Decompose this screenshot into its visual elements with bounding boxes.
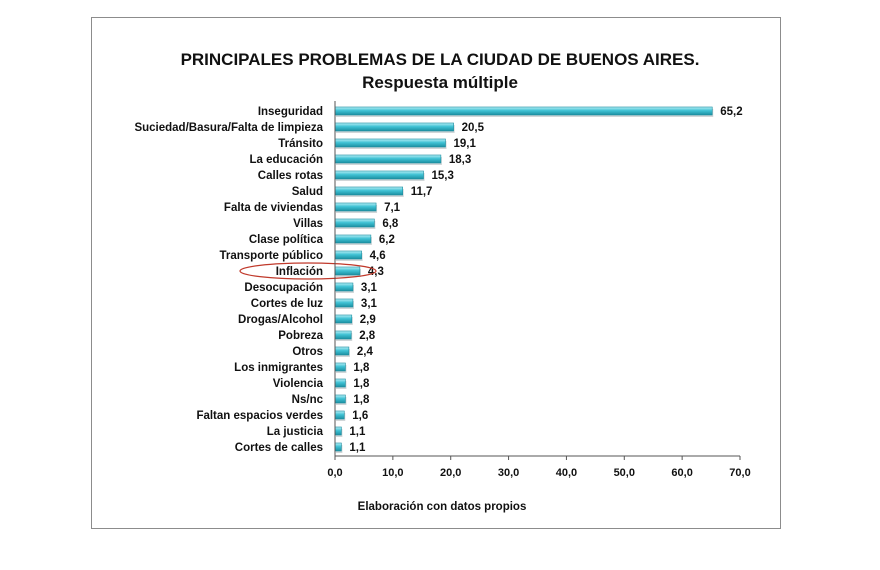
bar	[334, 218, 375, 228]
value-label: 2,8	[359, 330, 376, 342]
value-label: 19,1	[454, 138, 477, 150]
bars-group: Inseguridad 65,2 Suciedad/Basura/Falta de …	[134, 101, 743, 456]
value-label: 3,1	[361, 298, 378, 310]
value-label: 6,2	[379, 234, 395, 246]
x-tick-label: 50,0	[614, 467, 635, 479]
bar	[334, 378, 346, 388]
value-label: 3,1	[361, 282, 378, 294]
value-label: 20,5	[462, 122, 485, 134]
value-label: 7,1	[384, 202, 401, 214]
bar	[334, 170, 424, 180]
source-note: Elaboración con datos propios	[358, 501, 527, 513]
bar	[334, 282, 354, 292]
category-label: Otros	[292, 346, 323, 358]
bar	[334, 234, 372, 244]
value-label: 2,4	[357, 346, 374, 358]
value-label: 1,8	[353, 362, 370, 374]
value-label: 1,8	[353, 378, 370, 390]
chart-frame: PRINCIPALES PROBLEMAS DE LA CIUDAD DE BU…	[91, 17, 781, 529]
bar	[334, 314, 353, 324]
category-label: Drogas/Alcohol	[238, 314, 323, 326]
bar	[334, 266, 361, 276]
bar	[334, 154, 442, 164]
x-tick-label: 60,0	[671, 467, 692, 479]
x-tick-label: 40,0	[556, 467, 577, 479]
category-label: Cortes de luz	[251, 298, 323, 310]
x-tick-label: 20,0	[440, 467, 461, 479]
category-label: Salud	[292, 186, 323, 198]
value-label: 1,1	[349, 426, 366, 438]
value-label: 4,6	[370, 250, 386, 262]
bar	[334, 106, 713, 116]
bar	[334, 410, 345, 420]
category-label: Pobreza	[278, 330, 323, 342]
bar	[334, 202, 377, 212]
x-tick-label: 30,0	[498, 467, 519, 479]
bar	[334, 394, 346, 404]
category-label: Desocupación	[244, 282, 323, 294]
x-tick-label: 10,0	[382, 467, 403, 479]
bar	[334, 138, 446, 148]
bar	[334, 298, 354, 308]
bar	[334, 122, 454, 132]
category-label: Transporte público	[219, 250, 323, 262]
value-label: 1,1	[349, 442, 366, 454]
category-label: La educación	[250, 154, 324, 166]
bar	[334, 186, 403, 196]
category-label: Faltan espacios verdes	[196, 410, 323, 422]
value-label: 6,8	[382, 218, 399, 230]
x-tick-label: 70,0	[729, 467, 750, 479]
value-label: 2,9	[360, 314, 376, 326]
value-label: 1,8	[353, 394, 370, 406]
category-label: Cortes de calles	[235, 442, 323, 454]
bar	[334, 362, 346, 372]
category-label: Villas	[293, 218, 323, 230]
bar	[334, 330, 352, 340]
category-label: Los inmigrantes	[234, 362, 323, 374]
category-label: Clase política	[249, 234, 324, 246]
chart-subtitle: Respuesta múltiple	[362, 73, 518, 92]
value-label: 11,7	[411, 186, 433, 198]
x-axis: 0,0 10,0 20,0 30,0 40,0 50,0 60,0 70,0	[327, 455, 751, 479]
x-tick-label: 0,0	[327, 467, 342, 479]
bar	[334, 250, 362, 260]
value-label: 18,3	[449, 154, 471, 166]
value-label: 65,2	[720, 106, 742, 118]
category-label: Inflación	[276, 266, 323, 278]
chart-svg: PRINCIPALES PROBLEMAS DE LA CIUDAD DE BU…	[134, 50, 751, 513]
category-label: Ns/nc	[292, 394, 324, 406]
category-label: Suciedad/Basura/Falta de limpieza	[134, 122, 323, 134]
chart-title: PRINCIPALES PROBLEMAS DE LA CIUDAD DE BU…	[181, 50, 700, 69]
category-label: La justicia	[267, 426, 324, 438]
value-label: 1,6	[352, 410, 368, 422]
category-label: Calles rotas	[258, 170, 323, 182]
category-label: Violencia	[273, 378, 324, 390]
bar	[334, 442, 342, 452]
bar	[334, 426, 342, 436]
value-label: 15,3	[432, 170, 454, 182]
bar	[334, 346, 350, 356]
category-label: Inseguridad	[258, 106, 323, 118]
category-label: Tránsito	[278, 138, 323, 150]
highlight-ellipse	[239, 262, 377, 280]
category-label: Falta de viviendas	[224, 202, 323, 214]
